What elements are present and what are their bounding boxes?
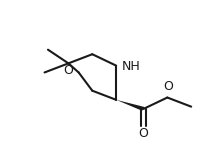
Polygon shape: [116, 100, 145, 111]
Text: NH: NH: [121, 60, 140, 73]
Text: O: O: [163, 80, 173, 93]
Text: O: O: [64, 64, 73, 77]
Text: O: O: [139, 127, 148, 140]
